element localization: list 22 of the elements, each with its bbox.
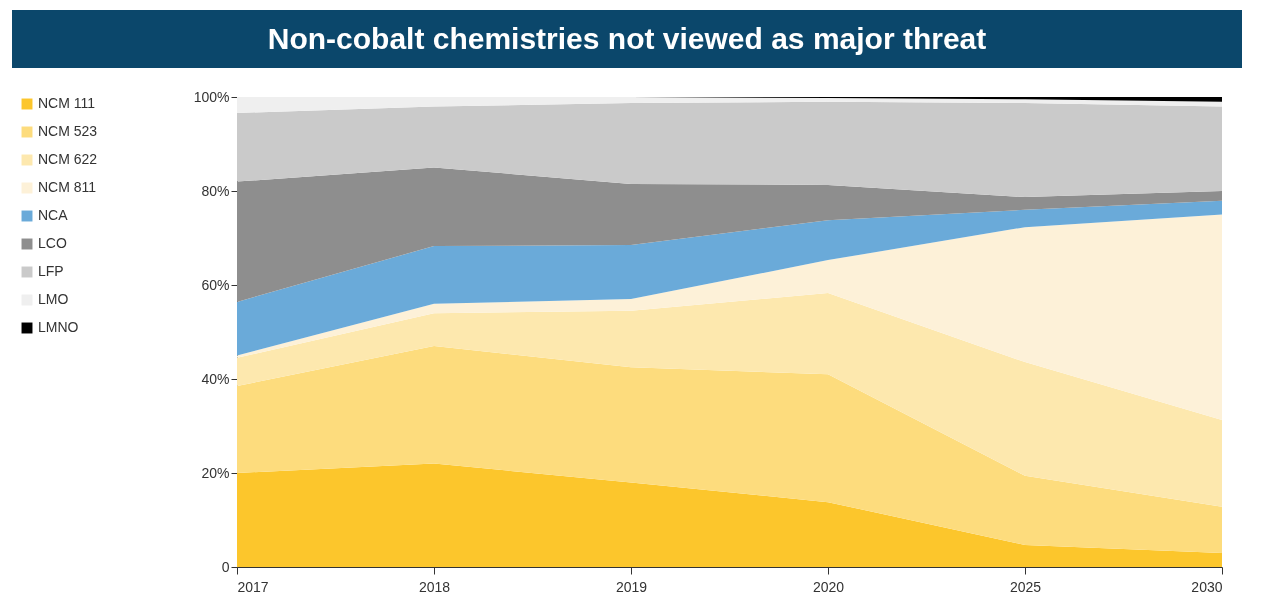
x-tick-label: 2025	[1009, 578, 1042, 595]
legend-label: LFP	[38, 263, 64, 279]
x-tick-label: 2030	[1191, 578, 1223, 595]
legend-label: LMO	[38, 291, 69, 307]
y-tick-label: 100%	[193, 88, 230, 105]
chart-title: Non-cobalt chemistries not viewed as major threat	[12, 10, 1242, 68]
legend-label: NCM 622	[38, 151, 98, 167]
legend-label: NCM 523	[38, 123, 98, 139]
y-tick-label: 0	[221, 558, 230, 575]
legend-label: LMNO	[38, 319, 79, 335]
x-tick-label: 2017	[237, 578, 269, 595]
legend-label: NCM 111	[38, 95, 96, 111]
x-tick-label: 2018	[418, 578, 451, 595]
y-tick-label: 60%	[201, 276, 230, 293]
y-tick-label: 80%	[201, 182, 230, 199]
legend-label: LCO	[38, 235, 67, 251]
legend-label: NCM 811	[38, 179, 97, 195]
legend-label: NCA	[38, 207, 69, 223]
y-tick-label: 20%	[201, 464, 230, 481]
y-tick-label: 40%	[201, 370, 230, 387]
x-tick-label: 2020	[812, 578, 845, 595]
x-tick-label: 2019	[615, 578, 648, 595]
